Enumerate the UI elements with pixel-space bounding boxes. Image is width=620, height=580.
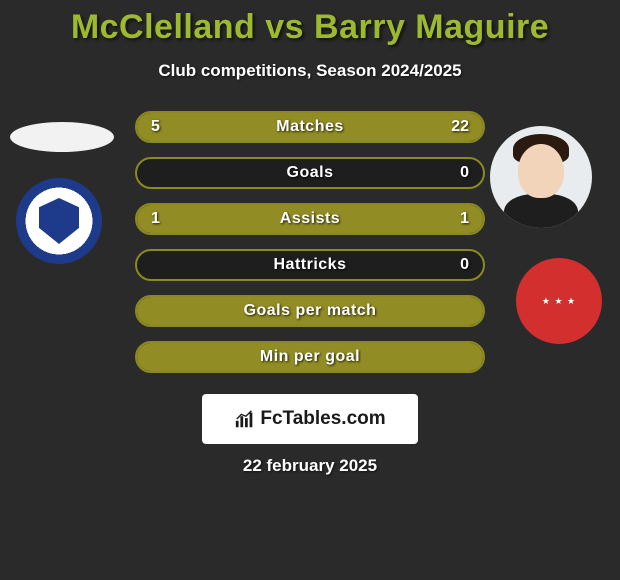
brand-badge[interactable]: FcTables.com — [202, 394, 418, 444]
stat-row: Matches5 22 — [135, 111, 485, 143]
stat-label: Goals per match — [137, 297, 483, 325]
page-title: McClelland vs Barry Maguire — [0, 0, 620, 47]
stat-row: Goals0 — [135, 157, 485, 189]
stat-row: Goals per match — [135, 295, 485, 327]
club-crest-right — [516, 258, 602, 344]
stat-value-right: 1 — [446, 205, 483, 233]
stat-row: Assists1 1 — [135, 203, 485, 235]
stat-label: Goals — [137, 159, 483, 187]
stat-value-right: 0 — [446, 159, 483, 187]
stat-value-left: 1 — [137, 205, 174, 233]
stat-value-right: 0 — [446, 251, 483, 279]
player-left-avatar — [10, 122, 114, 152]
stat-value-left: 5 — [137, 113, 174, 141]
stat-label: Hattricks — [137, 251, 483, 279]
stat-row: Min per goal — [135, 341, 485, 373]
chart-icon — [234, 408, 256, 430]
stat-label: Min per goal — [137, 343, 483, 371]
stat-label: Assists — [137, 205, 483, 233]
avatar-face-icon — [490, 126, 592, 228]
date-text: 22 february 2025 — [0, 456, 620, 476]
stat-label: Matches — [137, 113, 483, 141]
brand-text: FcTables.com — [260, 408, 385, 430]
stat-row: Hattricks0 — [135, 249, 485, 281]
club-crest-left — [16, 178, 102, 264]
player-right-avatar — [490, 126, 592, 228]
stat-value-right: 22 — [437, 113, 483, 141]
subtitle: Club competitions, Season 2024/2025 — [0, 61, 620, 81]
